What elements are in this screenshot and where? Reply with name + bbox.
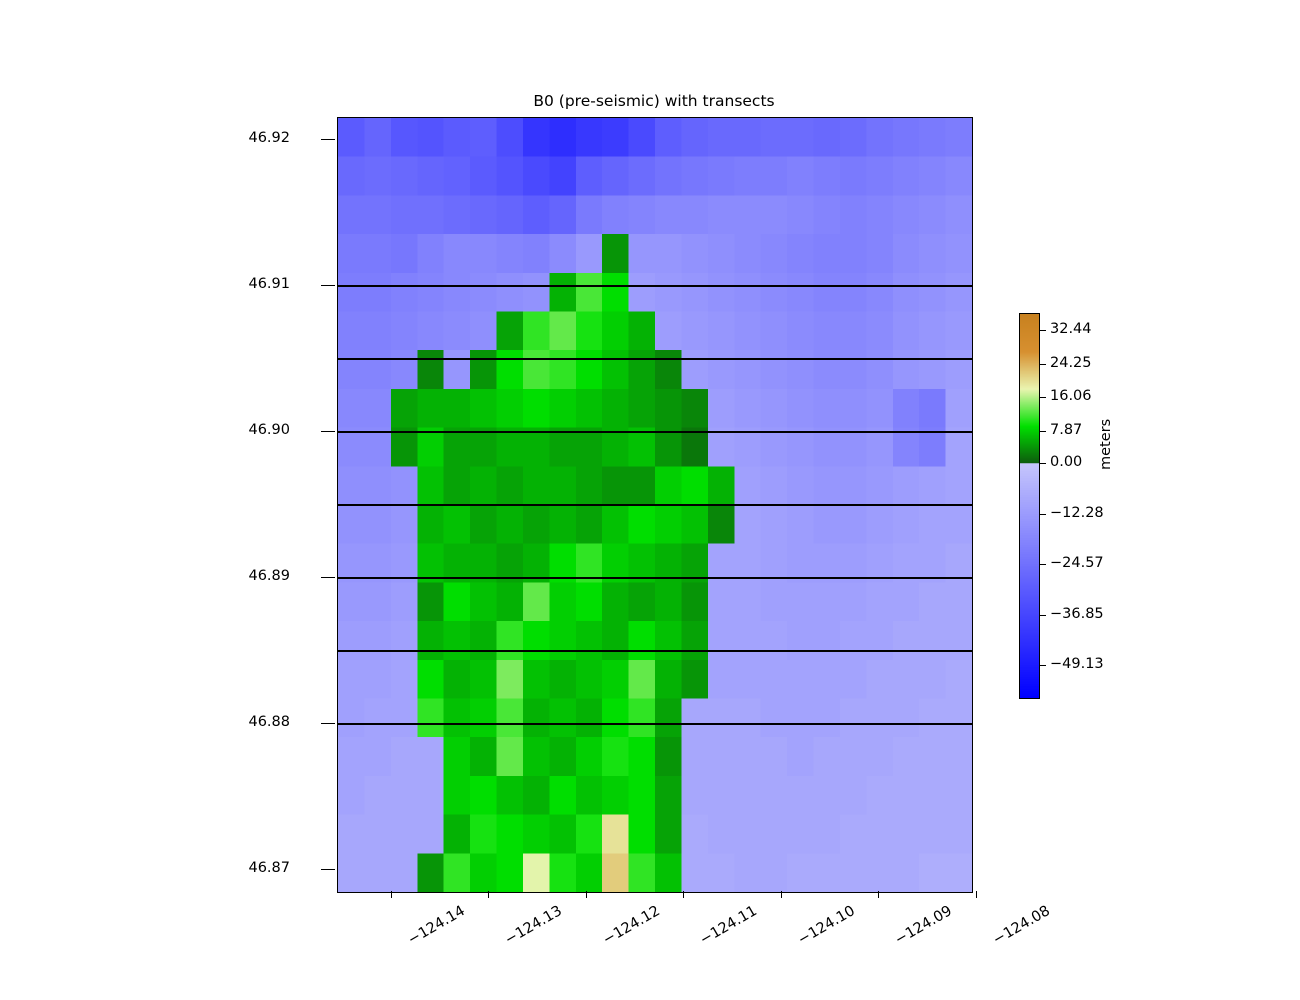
colorbar-tick-label: 24.25 <box>1050 354 1092 371</box>
colorbar-tick <box>1040 363 1046 365</box>
colorbar-tick-label: 16.06 <box>1050 388 1092 405</box>
colorbar-tick <box>1040 430 1046 432</box>
colorbar-tick <box>1040 665 1046 667</box>
x-axis-tick-label: −124.14 <box>405 903 468 949</box>
x-axis-tick-label: −124.08 <box>990 903 1053 949</box>
heatmap-axes[interactable] <box>337 117 973 893</box>
x-axis-tick <box>390 891 392 898</box>
y-axis-tick <box>321 284 335 286</box>
y-axis-tick <box>321 869 335 871</box>
x-axis-tick-label: −124.11 <box>697 903 761 949</box>
y-axis-tick-label: 46.88 <box>248 714 290 731</box>
colorbar-gradient <box>1019 313 1040 699</box>
colorbar-tick <box>1040 397 1046 399</box>
x-axis-tick-label: −124.09 <box>892 903 956 949</box>
y-axis-tick <box>321 577 335 579</box>
chart-title: B0 (pre-seismic) with transects <box>533 92 775 110</box>
colorbar-tick <box>1040 463 1046 465</box>
x-axis-tick <box>585 891 587 898</box>
colorbar-tick <box>1040 513 1046 515</box>
x-axis-tick-label: −124.13 <box>502 903 566 949</box>
colorbar-tick-label: −24.57 <box>1050 555 1104 572</box>
colorbar-tick <box>1040 564 1046 566</box>
x-axis-tick <box>878 891 880 898</box>
x-axis-tick <box>488 891 490 898</box>
y-axis-tick-label: 46.89 <box>248 568 290 585</box>
x-axis-tick <box>975 891 977 898</box>
y-axis-tick <box>321 138 335 140</box>
x-axis-tick <box>780 891 782 898</box>
x-axis-tick-label: −124.10 <box>795 903 858 949</box>
colorbar-tick-label: −36.85 <box>1050 605 1104 622</box>
heatmap-image <box>338 118 972 892</box>
x-axis-tick-label: −124.12 <box>600 903 663 949</box>
colorbar-label: meters <box>1098 418 1114 470</box>
y-axis-tick <box>321 723 335 725</box>
colorbar-tick-label: 7.87 <box>1050 421 1083 438</box>
colorbar-tick <box>1040 329 1046 331</box>
y-axis-tick-label: 46.92 <box>248 129 290 146</box>
colorbar-tick-label: −12.28 <box>1050 504 1104 521</box>
y-axis-tick <box>321 430 335 432</box>
y-axis-tick-label: 46.90 <box>248 421 290 438</box>
x-axis-tick <box>683 891 685 898</box>
colorbar-tick-label: 32.44 <box>1050 320 1092 337</box>
colorbar[interactable] <box>1019 313 1040 699</box>
colorbar-tick <box>1040 614 1046 616</box>
y-axis-tick-label: 46.91 <box>248 275 290 292</box>
y-axis-tick-label: 46.87 <box>248 860 290 877</box>
colorbar-tick-label: −49.13 <box>1050 656 1104 673</box>
colorbar-tick-label: 0.00 <box>1050 454 1083 471</box>
